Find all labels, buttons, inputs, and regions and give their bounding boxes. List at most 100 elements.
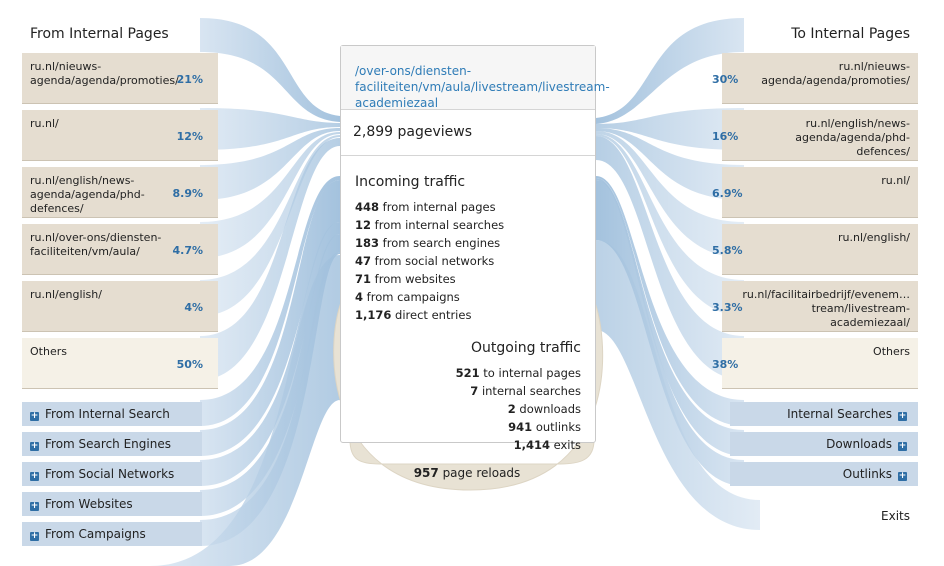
incoming-stat: 448 from internal pages: [355, 200, 496, 214]
flow-out-exits: [596, 240, 760, 530]
target-outlinks[interactable]: Outlinks +: [725, 462, 907, 486]
flow-out-searches: [596, 176, 744, 426]
incoming-page-1[interactable]: ru.nl/nieuws-agenda/agenda/promoties/ 21…: [22, 53, 218, 104]
outgoing-stat: 521 to internal pages: [455, 366, 581, 380]
source-box-3: [22, 462, 202, 486]
target-internal-searches[interactable]: Internal Searches +: [725, 402, 907, 426]
incoming-stat: 1,176 direct entries: [355, 308, 472, 322]
outgoing-page-1[interactable]: ru.nl/nieuws-agenda/agenda/promoties/ 30…: [712, 53, 918, 104]
left-heading: From Internal Pages: [30, 26, 169, 42]
source-box-2: [22, 432, 202, 456]
source-label: From Social Networks: [45, 467, 175, 481]
page-url: ru.nl/nieuws-agenda/agenda/promoties/: [761, 60, 910, 87]
page-url: Others: [30, 345, 67, 358]
source-box-4: [22, 492, 202, 516]
outgoing-others[interactable]: Others 38%: [712, 338, 918, 389]
exits-label: Exits: [881, 509, 910, 523]
expand-icon[interactable]: +: [898, 411, 907, 421]
page-url: ru.nl/: [30, 117, 59, 130]
outgoing-page-3[interactable]: ru.nl/ 6.9%: [712, 167, 918, 218]
source-search-engines[interactable]: + From Search Engines: [22, 432, 210, 456]
page-percent: 4.7%: [172, 244, 203, 257]
incoming-stat: 4 from campaigns: [355, 290, 460, 304]
source-campaigns[interactable]: + From Campaigns: [22, 522, 210, 546]
flow-in-page-3: [200, 128, 340, 200]
flow-in-page-4: [200, 132, 340, 258]
target-box-1: [730, 402, 918, 426]
flow-out-outlinks: [596, 180, 744, 486]
flow-out-page-3: [596, 128, 744, 200]
expand-icon[interactable]: +: [30, 411, 39, 421]
source-social-networks[interactable]: + From Social Networks: [22, 462, 210, 486]
target-label: Downloads: [826, 437, 892, 451]
page-url: ru.nl/english/: [30, 288, 102, 301]
expand-icon[interactable]: +: [30, 441, 39, 451]
flow-in-page-2: [200, 108, 340, 150]
outgoing-page-4[interactable]: ru.nl/english/ 5.8%: [712, 224, 918, 275]
page-url: ru.nl/english/news-agenda/agenda/phd-def…: [795, 117, 910, 158]
page-percent: 8.9%: [172, 187, 203, 200]
page-url: ru.nl/english/news-agenda/agenda/phd-def…: [30, 174, 145, 215]
incoming-page-2[interactable]: ru.nl/ 12%: [22, 110, 218, 161]
expand-icon[interactable]: +: [30, 501, 39, 511]
source-box-1: [22, 402, 202, 426]
flow-in-page-1: [200, 18, 340, 122]
outgoing-page-5[interactable]: ru.nl/facilitairbedrijf/evenem… tream/li…: [712, 281, 918, 332]
expand-icon[interactable]: +: [898, 441, 907, 451]
source-websites[interactable]: + From Websites: [22, 492, 210, 516]
page-reloads: 957 page reloads: [413, 466, 521, 480]
page-url: ru.nl/nieuws-agenda/agenda/promoties/: [30, 60, 179, 87]
page-percent: 50%: [176, 358, 203, 371]
incoming-page-3[interactable]: ru.nl/english/news-agenda/agenda/phd-def…: [22, 167, 218, 218]
incoming-others[interactable]: Others 50%: [22, 338, 218, 389]
page-percent: 3.3%: [712, 301, 743, 314]
flow-out-others: [596, 136, 744, 380]
source-label: From Internal Search: [45, 407, 170, 421]
incoming-stat: 12 from internal searches: [355, 218, 505, 232]
expand-icon[interactable]: +: [30, 531, 39, 541]
page-percent: 38%: [712, 358, 739, 371]
target-downloads[interactable]: Downloads +: [725, 432, 907, 456]
page-percent: 6.9%: [712, 187, 743, 200]
target-label: Outlinks: [842, 467, 892, 481]
flow-in-search: [200, 176, 340, 426]
incoming-stat: 183 from search engines: [355, 236, 501, 250]
outgoing-stat: 941 outlinks: [508, 420, 581, 434]
expand-icon[interactable]: +: [898, 471, 907, 481]
source-box-5: [22, 522, 202, 546]
page-url: ru.nl/english/: [838, 231, 910, 244]
outgoing-stat: 7 internal searches: [470, 384, 581, 398]
target-label: Internal Searches: [787, 407, 892, 421]
right-heading: To Internal Pages: [791, 26, 910, 42]
source-internal-search[interactable]: + From Internal Search: [22, 402, 210, 426]
target-box-2: [730, 432, 918, 456]
outgoing-stat: 2 downloads: [507, 402, 581, 416]
incoming-stat: 71 from websites: [355, 272, 456, 286]
source-label: From Websites: [45, 497, 133, 511]
incoming-stat: 47 from social networks: [355, 254, 495, 268]
target-box-3: [730, 462, 918, 486]
source-label: From Campaigns: [45, 527, 146, 541]
page-url: ru.nl/over-ons/diensten-faciliteiten/vm/…: [30, 231, 162, 258]
page-percent: 4%: [184, 301, 203, 314]
current-page-url[interactable]: /over-ons/diensten-faciliteiten/vm/aula/…: [341, 46, 610, 110]
page-percent: 12%: [176, 130, 203, 143]
expand-icon[interactable]: +: [30, 471, 39, 481]
incoming-page-4[interactable]: ru.nl/over-ons/diensten-faciliteiten/vm/…: [22, 224, 218, 275]
incoming-traffic-title: Incoming traffic: [355, 174, 466, 190]
page-url: ru.nl/facilitairbedrijf/evenem… tream/li…: [742, 288, 910, 329]
outgoing-stat: 1,414 exits: [513, 438, 581, 452]
page-url: Others: [873, 345, 910, 358]
flow-in-engines: [200, 180, 340, 456]
outgoing-traffic-title: Outgoing traffic: [471, 340, 581, 356]
page-percent: 21%: [176, 73, 203, 86]
incoming-page-5[interactable]: ru.nl/english/ 4%: [22, 281, 218, 332]
outgoing-page-2[interactable]: ru.nl/english/news-agenda/agenda/phd-def…: [712, 110, 918, 161]
page-percent: 30%: [712, 73, 739, 86]
pageviews-count: 2,899 pageviews: [341, 110, 595, 156]
page-url: ru.nl/: [881, 174, 910, 187]
flow-out-downloads: [596, 178, 744, 456]
source-label: From Search Engines: [45, 437, 171, 451]
page-percent: 16%: [712, 130, 739, 143]
